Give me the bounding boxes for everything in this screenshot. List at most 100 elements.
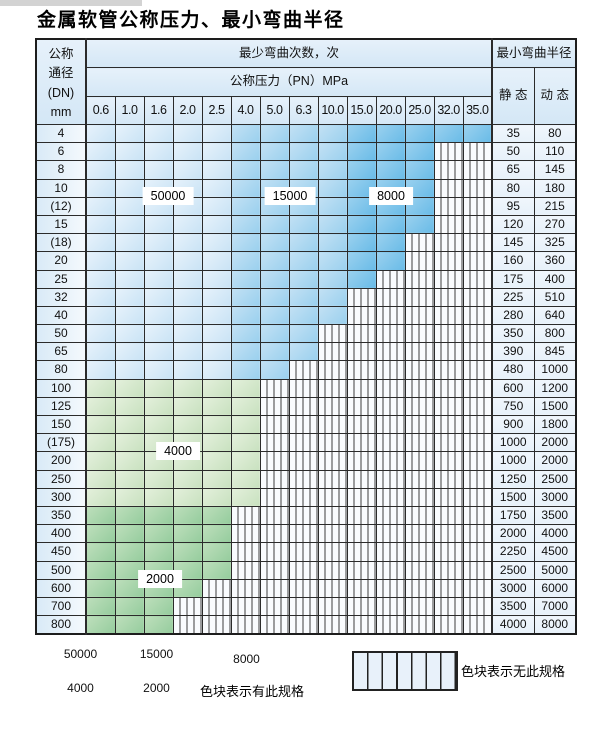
spec-cell <box>85 396 116 417</box>
no-spec-cell <box>288 360 319 380</box>
no-spec-cell <box>462 360 493 380</box>
spec-cell <box>230 142 261 162</box>
no-spec-swatch <box>352 651 458 691</box>
spec-cell <box>230 360 261 380</box>
no-spec-cell <box>462 414 493 435</box>
dynamic-radius-cell: 3000 <box>533 487 577 507</box>
static-radius-cell: 175 <box>491 269 535 289</box>
no-spec-cell <box>230 505 261 526</box>
spec-cell <box>172 542 203 562</box>
dn-cell: 800 <box>35 615 87 635</box>
spec-cell <box>114 378 145 398</box>
no-spec-cell <box>433 469 464 489</box>
spec-cell <box>230 378 261 398</box>
no-spec-cell <box>288 596 319 617</box>
table-row: 125 750 1500 <box>35 396 577 417</box>
static-radius-cell: 750 <box>491 396 535 417</box>
dynamic-radius-cell: 325 <box>533 233 577 253</box>
spec-cell <box>375 123 406 144</box>
spec-cell <box>114 469 145 489</box>
cycle-count-label: 2000 <box>138 570 182 588</box>
dynamic-radius-cell: 1800 <box>533 414 577 435</box>
spec-note: 色块表示有此规格 <box>200 684 305 699</box>
spec-cell <box>85 287 116 307</box>
spec-cell <box>85 214 116 235</box>
no-spec-cell <box>375 487 406 507</box>
spec-cell <box>172 160 203 180</box>
nominal-pressure-header: 公称压力（PN）MPa <box>85 67 493 97</box>
no-spec-cell <box>404 433 435 453</box>
spec-cell <box>143 324 174 344</box>
spec-cell <box>114 615 145 635</box>
dn-cell: 8 <box>35 160 87 180</box>
no-spec-cell <box>433 196 464 216</box>
no-spec-cell <box>433 596 464 617</box>
no-spec-cell <box>317 524 348 544</box>
spec-cell <box>172 378 203 398</box>
no-spec-cell <box>317 414 348 435</box>
spec-cell <box>201 269 232 289</box>
no-spec-cell <box>375 287 406 307</box>
dynamic-radius-cell: 2000 <box>533 451 577 471</box>
spec-cell <box>172 396 203 417</box>
spec-cell <box>288 160 319 180</box>
spec-cell <box>85 305 116 326</box>
no-spec-cell <box>404 578 435 598</box>
dn-header-line: 通径 <box>48 66 74 80</box>
no-spec-cell <box>230 578 261 598</box>
no-spec-cell <box>375 578 406 598</box>
spec-cell <box>172 505 203 526</box>
no-spec-cell <box>317 596 348 617</box>
spec-cell <box>288 123 319 144</box>
spec-cell <box>230 414 261 435</box>
no-spec-cell <box>230 542 261 562</box>
dn-cell: (12) <box>35 196 87 216</box>
no-spec-cell <box>346 396 377 417</box>
static-radius-cell: 600 <box>491 378 535 398</box>
spec-cell <box>143 233 174 253</box>
no-spec-cell <box>433 578 464 598</box>
spec-cell <box>201 287 232 307</box>
no-spec-cell <box>433 342 464 362</box>
static-radius-cell: 1000 <box>491 433 535 453</box>
no-spec-cell <box>404 596 435 617</box>
static-radius-cell: 390 <box>491 342 535 362</box>
spec-cell <box>404 142 435 162</box>
spec-cell <box>85 142 116 162</box>
static-radius-cell: 50 <box>491 142 535 162</box>
static-radius-cell: 80 <box>491 178 535 198</box>
spec-cell <box>230 287 261 307</box>
no-spec-cell <box>259 414 290 435</box>
dn-header-line: mm <box>50 105 72 119</box>
dn-header-line: (DN) <box>47 85 75 100</box>
spec-cell <box>346 142 377 162</box>
table-row: 600 3000 6000 <box>35 578 577 598</box>
no-spec-cell <box>317 615 348 635</box>
no-spec-cell <box>375 451 406 471</box>
no-spec-cell <box>375 596 406 617</box>
no-spec-cell <box>433 505 464 526</box>
spec-cell <box>143 524 174 544</box>
no-spec-cell <box>462 342 493 362</box>
spec-cell <box>317 123 348 144</box>
no-spec-cell <box>346 469 377 489</box>
spec-cell <box>259 251 290 271</box>
spec-cell <box>85 342 116 362</box>
table-row: 400 2000 4000 <box>35 524 577 544</box>
no-spec-cell <box>259 378 290 398</box>
spec-cell <box>404 123 435 144</box>
spec-cell <box>114 269 145 289</box>
spec-cell <box>201 433 232 453</box>
dn-cell: 600 <box>35 578 87 598</box>
dynamic-radius-cell: 360 <box>533 251 577 271</box>
no-spec-cell <box>433 305 464 326</box>
dynamic-radius-cell: 2000 <box>533 433 577 453</box>
no-spec-cell <box>404 360 435 380</box>
no-spec-cell <box>317 324 348 344</box>
spec-cell <box>143 615 174 635</box>
legend-swatch: 8000 <box>217 646 276 673</box>
dynamic-radius-cell: 400 <box>533 269 577 289</box>
spec-cell <box>172 251 203 271</box>
dn-cell: 125 <box>35 396 87 417</box>
